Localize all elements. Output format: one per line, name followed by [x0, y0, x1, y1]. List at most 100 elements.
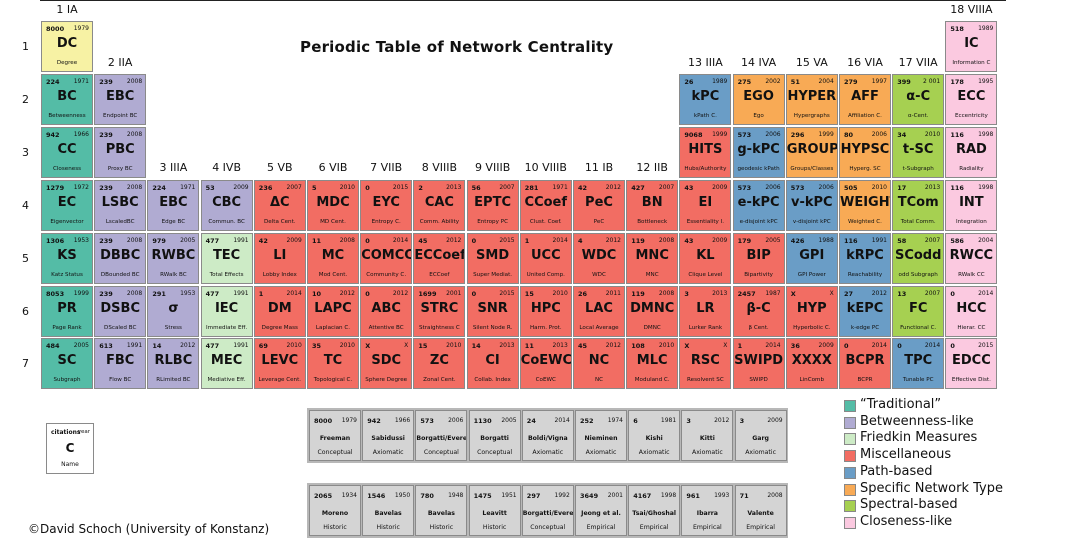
element-symbol: σ: [168, 300, 179, 316]
row-header: 2: [22, 92, 29, 106]
element-year: 2013: [552, 342, 568, 350]
reference-citations: 3: [739, 417, 745, 425]
element-name: RLimited BC: [156, 377, 191, 384]
element-year: 2014: [552, 236, 568, 244]
element-cell-v-kpc: 573 2006 v-kPC v-disjoint kPC: [785, 179, 838, 231]
element-symbol: BC: [57, 88, 77, 104]
element-name: United Comp.: [526, 271, 565, 278]
element-symbol: HITS: [688, 141, 723, 157]
group-header: 12 IIB: [636, 161, 668, 174]
element-year: 2013: [924, 183, 941, 191]
element-citations: 11: [524, 342, 534, 351]
reference-cell: 780 1948 Bavelas Historic: [415, 485, 468, 536]
element-name: Delta Cent.: [264, 218, 296, 225]
element-symbol: WEIGHT: [840, 194, 890, 210]
element-name: geodesic kPath: [737, 165, 780, 172]
reference-citations: 1130: [473, 417, 492, 425]
element-symbol: KL: [696, 247, 715, 263]
element-cell-g-kpc: 573 2006 g-kPC geodesic kPath: [732, 126, 785, 178]
reference-year: 1992: [554, 492, 570, 499]
element-cell-kepc: 27 2012 kEPC k-edge PC: [839, 285, 891, 337]
element-year: 2006: [765, 130, 781, 138]
element-year: 2015: [499, 236, 515, 244]
element-symbol: BN: [641, 194, 663, 210]
element-name: v-disjoint kPC: [792, 218, 831, 225]
element-name: Bipartivity: [744, 271, 773, 278]
element-citations: 42: [258, 236, 268, 245]
legend-label: Miscellaneous: [860, 447, 952, 463]
element-cell-mlc: 108 2010 MLC Moduland C.: [626, 338, 679, 390]
reference-type: Axiomatic: [532, 449, 564, 456]
reference-author: Jeong et al.: [581, 510, 621, 517]
legend-label: Friedkin Measures: [860, 430, 978, 446]
reference-year: 1993: [714, 492, 730, 499]
element-citations: 34: [897, 130, 907, 139]
element-year: 2014: [286, 289, 302, 297]
reference-author: Borgatti/Everett: [416, 435, 468, 442]
element-cell-tec: 477 1991 TEC Total Effects: [200, 232, 253, 284]
element-year: 2012: [392, 289, 409, 297]
reference-cell: 3 2012 Kitti Axiomatic: [681, 410, 734, 461]
element-citations: 296: [790, 130, 805, 139]
element-cell-eyc: 0 2015 EYC Entropy C.: [360, 179, 413, 231]
element-name: Hierar. CC: [957, 324, 986, 331]
element-citations: 116: [950, 130, 964, 139]
reference-type: Conceptual: [530, 524, 566, 531]
element-cell-sc: 484 2005 SC Subgraph: [41, 338, 93, 390]
element-citations: 0: [471, 289, 477, 298]
element-citations: 1: [737, 342, 743, 351]
element-cell-dm: 1 2014 DM Degree Mass: [253, 285, 306, 337]
element-symbol: EI: [698, 194, 713, 210]
element-symbol: PeC: [585, 194, 613, 210]
reference-author: Borgatti: [480, 435, 509, 442]
reference-type: Empirical: [693, 524, 722, 531]
reference-year: 2008: [767, 492, 783, 499]
element-year: 1953: [73, 236, 89, 244]
element-citations: 15: [524, 289, 534, 298]
element-year: 2006: [818, 183, 834, 191]
legend-swatch: [844, 450, 856, 463]
element-name: Lurker Rank: [688, 324, 723, 331]
reference-year: 2012: [714, 417, 730, 424]
reference-citations: 3: [686, 417, 691, 425]
element-name: Sphere Degree: [365, 377, 408, 384]
element-name: MD Cent.: [320, 218, 346, 225]
row-header: 6: [22, 304, 29, 318]
element-year: 2010: [339, 183, 355, 191]
element-symbol: RWCC: [949, 247, 994, 263]
element-cell--: 291 1953 σ Stress: [147, 285, 200, 337]
element-name: Entropy C.: [371, 218, 401, 225]
element-year: 2015: [499, 289, 515, 297]
element-name: RWalk BC: [160, 271, 187, 278]
element-year: 2012: [339, 289, 355, 297]
element-citations: 9068: [684, 130, 703, 139]
legend-swatch: [844, 400, 856, 412]
element-cell-rsc: X X RSC Resolvent SC: [679, 338, 732, 390]
element-citations: 484: [46, 342, 60, 351]
element-symbol: FBC: [106, 353, 135, 369]
element-name: Functional C.: [900, 324, 937, 331]
element-cell-dsbc: 239 2008 DSBC DScaled BC: [94, 285, 147, 337]
element-year: 1991: [126, 342, 143, 350]
element-symbol: e-kPC: [737, 194, 780, 210]
element-cell-ic: 518 1989 IC Information C: [945, 21, 998, 72]
element-name: DMNC: [643, 324, 661, 331]
element-name: DBounded BC: [100, 271, 140, 278]
element-symbol: INT: [959, 194, 984, 210]
element-citations: 426: [790, 236, 805, 245]
reference-author: Bavelas: [427, 510, 455, 517]
element-cell-aff: 279 1997 AFF Affiliation C.: [839, 73, 891, 125]
element-citations: 477: [205, 236, 220, 245]
reference-author: Bavelas: [374, 510, 402, 517]
element-name: Ego: [753, 112, 764, 119]
element-citations: 13: [897, 289, 907, 298]
element-cell-ucc: 1 2014 UCC United Comp.: [519, 232, 572, 284]
element-name: BCPR: [857, 377, 873, 384]
element-symbol: MEC: [210, 353, 243, 369]
element-citations: 281: [524, 183, 539, 192]
element-citations: 0: [897, 342, 902, 351]
reference-type: Empirical: [746, 524, 775, 531]
element-symbol: MLC: [636, 353, 668, 369]
group-header: 3 IIIA: [159, 161, 188, 174]
element-cell-kl: 43 2009 KL Clique Level: [679, 232, 732, 284]
